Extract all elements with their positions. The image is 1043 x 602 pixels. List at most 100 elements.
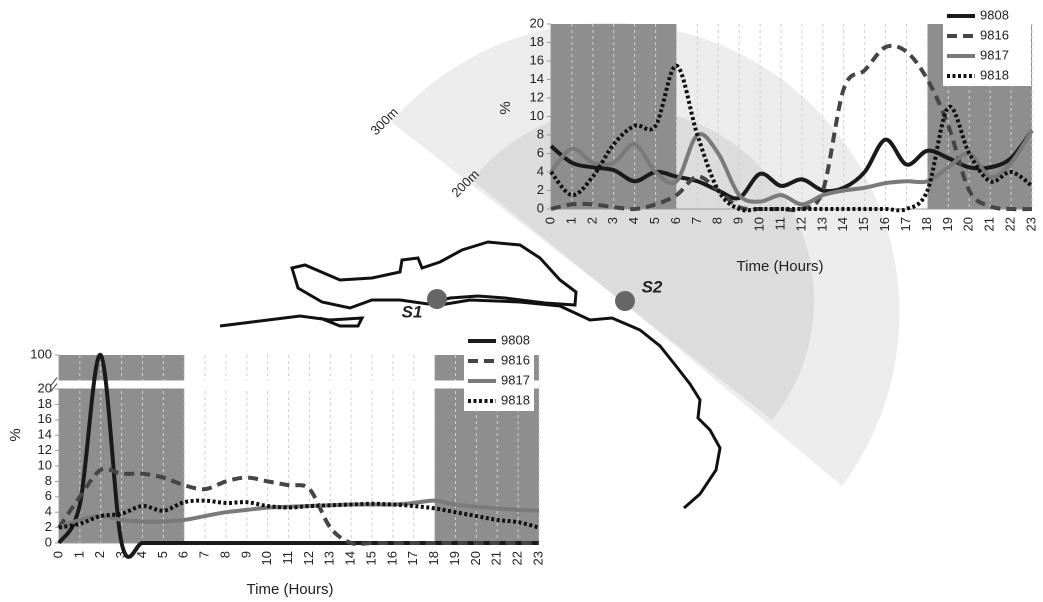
x-tick-label: 3	[605, 217, 620, 224]
y-tick-label: 14	[530, 71, 544, 86]
x-tick-label: 1	[563, 217, 578, 224]
y-tick-label: 10	[38, 457, 52, 472]
x-tick-label: 11	[772, 217, 787, 231]
series-line	[57, 466, 539, 547]
series-line	[58, 498, 540, 530]
y-tick-label: 20	[530, 15, 544, 30]
axis-break	[53, 380, 539, 389]
x-tick-label: 21	[489, 551, 504, 565]
coastline	[219, 314, 365, 328]
coastline	[290, 240, 578, 310]
x-tick-label: 14	[343, 551, 358, 565]
coastline	[439, 298, 722, 510]
x-tick-label: 7	[689, 217, 704, 224]
y-tick-label: 16	[38, 411, 52, 426]
x-tick-label: 3	[113, 551, 128, 558]
x-tick-label: 23	[1023, 217, 1038, 231]
x-tick-label: 19	[447, 551, 462, 565]
legend-label: 9818	[501, 392, 530, 407]
y-tick-label: 12	[530, 89, 544, 104]
y-tick-label: 18	[530, 34, 544, 49]
x-axis-title: Time (Hours)	[247, 581, 334, 598]
axis-break-mark	[50, 377, 58, 386]
x-tick-label: 18	[919, 217, 934, 231]
y-axis-title: %	[7, 428, 24, 441]
y-tick-label: 6	[45, 488, 52, 503]
x-tick-label: 0	[50, 551, 65, 558]
x-tick-label: 22	[510, 551, 525, 565]
x-tick-label: 12	[301, 551, 316, 565]
y-tick-label: 18	[38, 396, 52, 411]
y-tick-label: 0	[45, 534, 52, 549]
axis-break-mark	[50, 383, 58, 392]
legend-label: 9816	[980, 27, 1009, 42]
x-tick-label: 17	[898, 217, 913, 231]
x-tick-label: 8	[217, 551, 232, 558]
site-label: S2	[642, 277, 663, 296]
x-tick-label: 6	[668, 217, 683, 224]
y-tick-label: 4	[537, 163, 544, 178]
series-line	[549, 63, 1034, 213]
x-tick-label: 8	[710, 217, 725, 224]
y-tick-label: 100	[30, 346, 52, 361]
chart: 0 1 2 3 4 5 6 7 8 9 10 11 12 13 14 15 16 17 18 19 20 21 22 2302…	[497, 6, 1038, 275]
x-tick-label: 15	[363, 551, 378, 565]
legend-box	[464, 331, 534, 411]
site-label: S1	[402, 302, 423, 321]
series-line	[57, 352, 539, 559]
y-tick-label: 0	[537, 200, 544, 215]
x-tick-label: 20	[961, 217, 976, 231]
x-tick-label: 15	[856, 217, 871, 231]
x-tick-label: 5	[155, 551, 170, 558]
y-tick-label: 2	[45, 519, 52, 534]
y-axis-title: %	[497, 101, 514, 114]
y-tick-label: 10	[530, 108, 544, 123]
y-tick-label: 2	[537, 182, 544, 197]
x-tick-label: 11	[280, 551, 295, 565]
x-tick-label: 14	[835, 217, 850, 231]
x-tick-label: 2	[584, 217, 599, 224]
x-tick-label: 13	[322, 551, 337, 565]
x-tick-label: 18	[426, 551, 441, 565]
x-tick-label: 5	[647, 217, 662, 224]
legend-label: 9817	[501, 372, 530, 387]
x-tick-label: 17	[405, 551, 420, 565]
x-tick-label: 19	[940, 217, 955, 231]
site-marker	[427, 289, 447, 309]
chart: 0 1 2 3 4 5 6 7 8 9 10 11 12 13 14 15 16 17 18 19 20 21 22 2302…	[7, 331, 545, 598]
x-tick-label: 9	[731, 217, 746, 224]
y-tick-label: 12	[38, 442, 52, 457]
x-tick-label: 23	[530, 551, 545, 565]
series-line	[550, 43, 1033, 213]
x-tick-label: 0	[542, 217, 557, 224]
x-tick-label: 4	[134, 551, 149, 558]
legend-box	[943, 6, 1031, 86]
x-tick-label: 4	[626, 217, 641, 224]
series-line	[549, 129, 1034, 207]
y-tick-label: 14	[38, 427, 52, 442]
y-tick-label: 8	[45, 473, 52, 488]
x-tick-label: 10	[752, 217, 767, 231]
x-tick-label: 21	[982, 217, 997, 231]
x-tick-label: 10	[259, 551, 274, 565]
x-tick-label: 9	[238, 551, 253, 558]
legend-label: 9818	[980, 67, 1009, 82]
x-tick-label: 6	[176, 551, 191, 558]
legend-label: 9817	[980, 47, 1009, 62]
x-tick-label: 1	[71, 551, 86, 558]
x-tick-label: 22	[1003, 217, 1018, 231]
x-axis-title: Time (Hours)	[737, 258, 824, 275]
series-line	[549, 129, 1034, 201]
x-tick-label: 20	[468, 551, 483, 565]
y-tick-label: 8	[537, 126, 544, 141]
y-tick-label: 20	[38, 380, 52, 395]
y-tick-label: 16	[530, 52, 544, 67]
y-tick-label: 4	[45, 504, 52, 519]
x-tick-label: 16	[384, 551, 399, 565]
legend-label: 9816	[501, 352, 530, 367]
x-tick-label: 13	[814, 217, 829, 231]
x-tick-label: 2	[92, 551, 107, 558]
y-tick-label: 6	[537, 145, 544, 160]
x-tick-label: 7	[197, 551, 212, 558]
